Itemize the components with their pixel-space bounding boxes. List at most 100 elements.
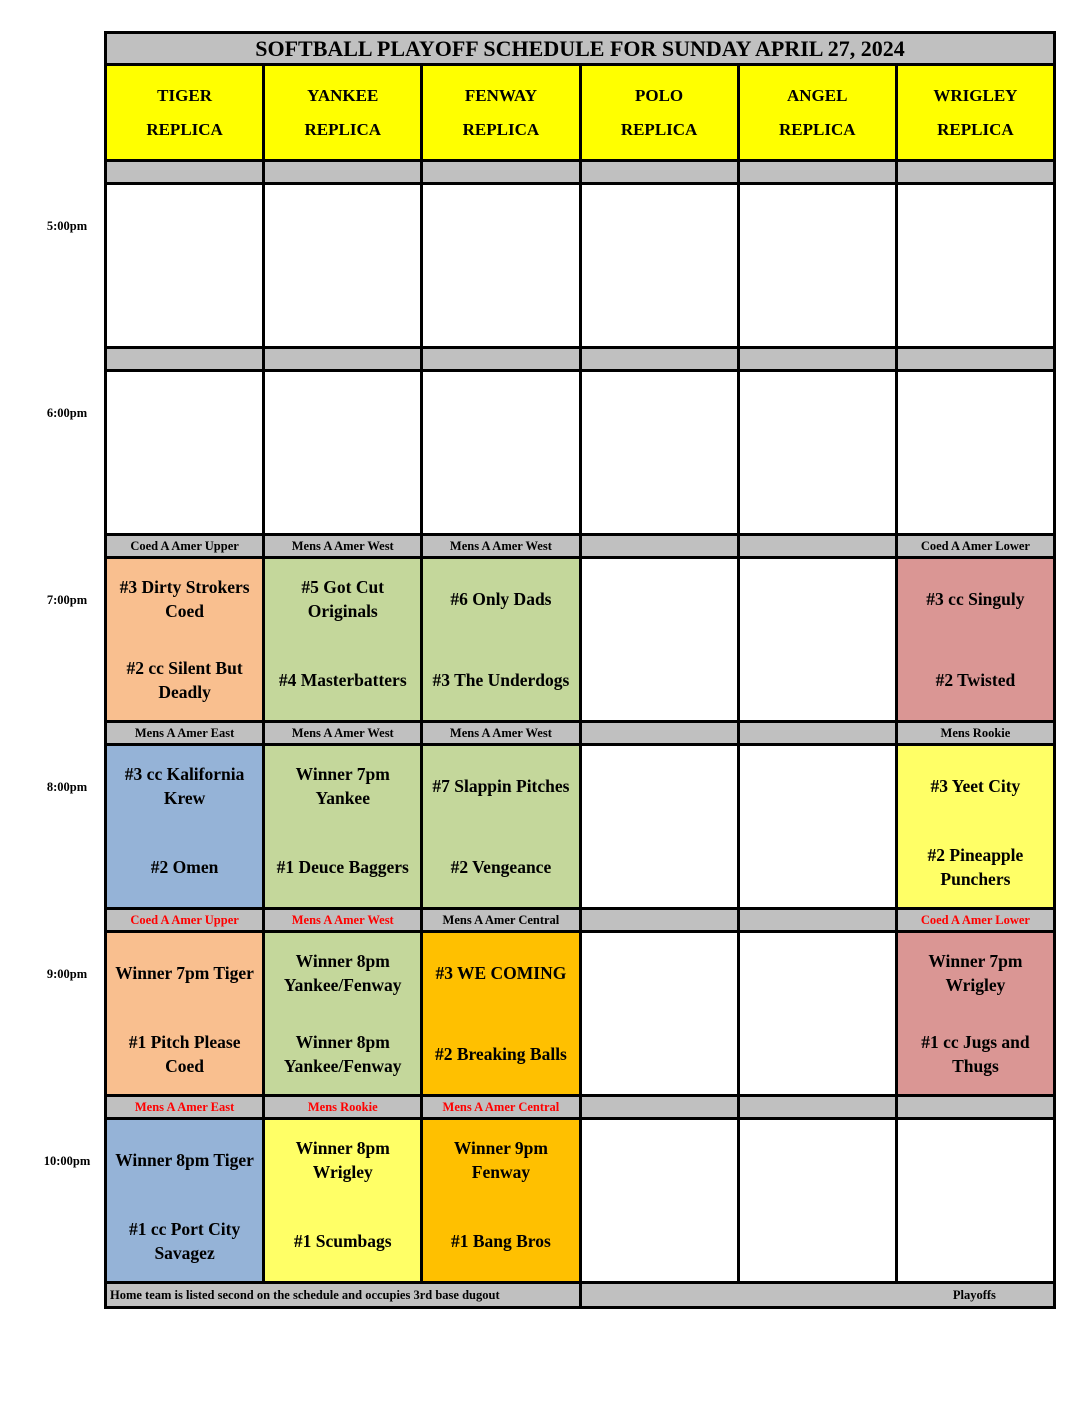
game-cell bbox=[581, 372, 737, 534]
home-team: #1 Deuce Baggers bbox=[265, 827, 420, 908]
visiting-team bbox=[740, 559, 895, 640]
game-cell bbox=[107, 185, 263, 346]
home-team bbox=[582, 640, 737, 721]
field-subtitle: REPLICA bbox=[620, 119, 698, 139]
game-cell bbox=[581, 1120, 737, 1282]
home-team bbox=[740, 1014, 895, 1095]
home-team: #1 cc Port City Savagez bbox=[107, 1201, 262, 1282]
game-cell: Winner 9pm Fenway #1 Bang Bros bbox=[423, 1120, 579, 1281]
division-label bbox=[581, 162, 737, 182]
team-name: Winner 7pm Yankee bbox=[295, 764, 390, 809]
division-label bbox=[581, 1097, 737, 1117]
visiting-team bbox=[582, 559, 737, 640]
visiting-team bbox=[898, 372, 1053, 453]
division-label bbox=[423, 349, 579, 369]
field-header-polo: POLO REPLICA bbox=[581, 66, 737, 159]
game-cell: #3 WE COMING #2 Breaking Balls bbox=[423, 933, 579, 1095]
team-name: #1 Pitch Please Coed bbox=[128, 1031, 241, 1076]
time-label-1: 6:00pm bbox=[46, 406, 88, 420]
field-subtitle: REPLICA bbox=[937, 119, 1014, 139]
home-team bbox=[265, 453, 420, 534]
division-label bbox=[423, 162, 579, 182]
visiting-team bbox=[582, 1120, 737, 1201]
team-name: #1 cc Jugs and Thugs bbox=[921, 1031, 1030, 1076]
game-cell: Winner 8pm Wrigley #1 Scumbags bbox=[265, 1120, 421, 1281]
home-team bbox=[740, 640, 895, 721]
team-name: #7 Slappin Pitches bbox=[432, 776, 570, 797]
field-name: YANKEE bbox=[307, 85, 379, 105]
field-header-tiger: TIGER REPLICA bbox=[107, 66, 263, 159]
division-label bbox=[581, 349, 737, 369]
field-subtitle: REPLICA bbox=[778, 119, 856, 139]
game-cell bbox=[581, 933, 737, 1094]
visiting-team bbox=[265, 185, 420, 266]
division-label bbox=[107, 162, 263, 182]
division-label bbox=[581, 536, 737, 556]
home-team: #2 Breaking Balls bbox=[423, 1014, 578, 1095]
home-team bbox=[423, 453, 578, 534]
visiting-team bbox=[740, 1120, 895, 1201]
field-subtitle: REPLICA bbox=[146, 119, 223, 139]
visiting-team: #3 WE COMING bbox=[423, 933, 578, 1014]
home-team: #4 Masterbatters bbox=[265, 640, 420, 721]
visiting-team: Winner 7pm Tiger bbox=[107, 933, 262, 1014]
visiting-team: #3 cc Singuly bbox=[898, 559, 1053, 640]
team-name: Winner 8pm Tiger bbox=[115, 1150, 254, 1171]
division-label bbox=[739, 536, 895, 556]
team-name: Winner 8pm Yankee/Fenway bbox=[283, 1031, 402, 1076]
field-subtitle: REPLICA bbox=[462, 119, 540, 139]
field-header-yankee: YANKEE REPLICA bbox=[265, 66, 421, 159]
game-cell: Winner 7pm Yankee #1 Deuce Baggers bbox=[265, 746, 421, 908]
visiting-team: Winner 7pm Yankee bbox=[265, 746, 420, 827]
game-cell bbox=[897, 185, 1053, 346]
division-label bbox=[897, 162, 1053, 182]
team-name: #3 Dirty Strokers Coed bbox=[119, 577, 250, 622]
division-label bbox=[581, 723, 737, 743]
home-team bbox=[582, 453, 737, 534]
visiting-team bbox=[898, 185, 1053, 266]
team-name: #2 Vengeance bbox=[450, 856, 552, 877]
game-cell bbox=[107, 372, 263, 534]
schedule-title: SOFTBALL PLAYOFF SCHEDULE FOR SUNDAY APR… bbox=[107, 34, 1053, 63]
team-name: Winner 9pm Fenway bbox=[453, 1138, 548, 1183]
game-cell: #5 Got Cut Originals #4 Masterbatters bbox=[265, 559, 421, 721]
visiting-team bbox=[740, 372, 895, 453]
visiting-team bbox=[107, 185, 262, 266]
home-team bbox=[107, 453, 262, 534]
team-name: #2 Pineapple Punchers bbox=[927, 844, 1024, 889]
visiting-team bbox=[582, 185, 737, 266]
visiting-team bbox=[582, 746, 737, 827]
division-label: Mens A Amer West bbox=[423, 536, 579, 556]
field-name: TIGER bbox=[157, 85, 212, 105]
visiting-team bbox=[740, 933, 895, 1014]
game-cell bbox=[581, 746, 737, 908]
field-name: FENWAY bbox=[464, 85, 537, 105]
time-label-3: 8:00pm bbox=[46, 780, 88, 794]
game-cell bbox=[739, 559, 895, 721]
visiting-team: #3 Dirty Strokers Coed bbox=[107, 559, 262, 640]
home-team bbox=[740, 827, 895, 908]
game-cell: Winner 8pm Tiger #1 cc Port City Savagez bbox=[107, 1120, 263, 1282]
home-team bbox=[582, 827, 737, 908]
division-label bbox=[739, 349, 895, 369]
team-name: #2 Omen bbox=[150, 856, 219, 877]
visiting-team bbox=[423, 372, 578, 453]
home-team bbox=[740, 266, 895, 347]
team-name: #1 Scumbags bbox=[293, 1230, 392, 1251]
game-cell: #3 Dirty Strokers Coed #2 cc Silent But D… bbox=[107, 559, 263, 720]
home-team bbox=[898, 1201, 1053, 1282]
visiting-team bbox=[582, 933, 737, 1014]
home-team: #1 cc Jugs and Thugs bbox=[898, 1014, 1053, 1095]
division-label bbox=[107, 349, 263, 369]
visiting-team: Winner 8pm Wrigley bbox=[265, 1120, 420, 1201]
visiting-team: Winner 8pm Tiger bbox=[107, 1120, 262, 1201]
home-team: #3 The Underdogs bbox=[423, 640, 578, 721]
home-team bbox=[582, 1201, 737, 1282]
division-label: Coed A Amer Upper bbox=[107, 536, 263, 556]
team-name: #2 Breaking Balls bbox=[434, 1043, 567, 1064]
division-label: Mens A Amer Central bbox=[423, 1097, 579, 1117]
division-label: Coed A Amer Upper bbox=[107, 910, 263, 930]
game-cell bbox=[423, 372, 579, 534]
game-cell bbox=[423, 185, 579, 346]
game-cell bbox=[739, 933, 895, 1095]
